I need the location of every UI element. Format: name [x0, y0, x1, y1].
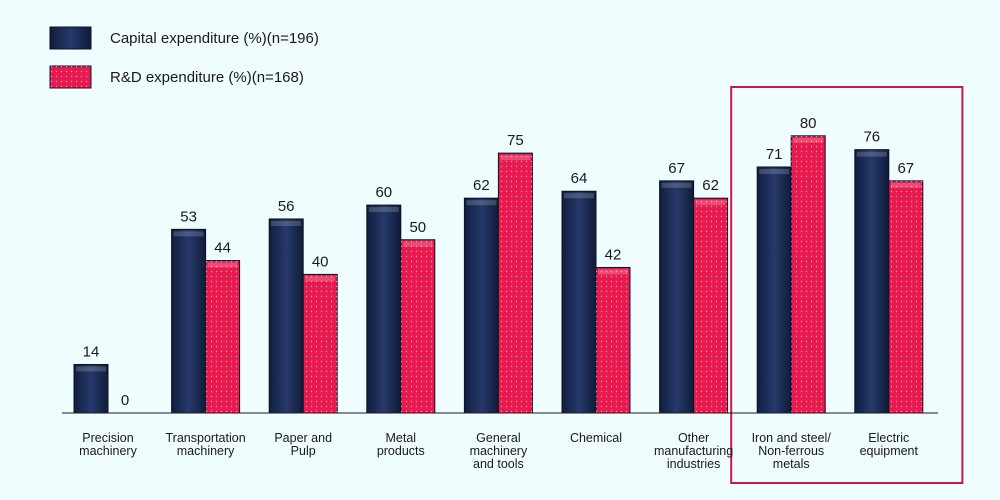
data-label-capex-3: 60	[375, 184, 392, 201]
bar-dots-7	[791, 135, 826, 414]
bar-capex-4	[463, 197, 499, 414]
bar-dots-5	[596, 267, 630, 413]
category-label-3: Metal products	[377, 431, 425, 458]
bar-bevel-0-5	[564, 193, 594, 199]
bar-dots-2	[303, 274, 338, 413]
data-label-rnd-1: 44	[214, 240, 231, 257]
legend-label-1: Capital expenditure (%)(n=196)	[110, 30, 319, 47]
bar-dots-3	[400, 239, 435, 413]
bar-dots-1	[205, 260, 240, 413]
bar-capex-2	[268, 218, 304, 414]
highlight-box	[730, 86, 964, 484]
bar-capex-5	[561, 190, 597, 414]
legend-label-2: R&D expenditure (%)(n=168)	[110, 69, 304, 86]
bar-capex-0	[73, 363, 109, 414]
category-label-2: Paper and Pulp	[274, 431, 332, 458]
bar-capex-6	[659, 180, 695, 414]
data-label-rnd-4: 75	[507, 132, 524, 149]
data-label-rnd-0: 0	[121, 392, 129, 409]
bar-bevel-0-1	[173, 231, 204, 237]
bar-bevel-0-4	[466, 200, 497, 206]
category-label-7: Iron and steel/Non-ferrous metals	[752, 431, 832, 471]
data-label-capex-4: 62	[473, 177, 490, 194]
data-label-rnd-3: 50	[409, 219, 426, 236]
data-label-rnd-7: 80	[800, 115, 817, 132]
category-label-5: Chemical	[570, 431, 622, 445]
bar-dots-8	[888, 180, 923, 413]
legend-swatch-dots	[50, 66, 91, 88]
bar-capex-3	[366, 204, 402, 414]
data-label-capex-7: 71	[766, 146, 783, 163]
labels-layer: 14 0 53 44 56 40 60 50 62 75 64 42 67 62 71 80 76 67	[83, 115, 914, 409]
bar-capex-1	[171, 228, 207, 414]
data-label-rnd-6: 62	[702, 177, 719, 194]
bar-bevel-0-3	[368, 207, 399, 213]
data-label-capex-0: 14	[83, 343, 100, 360]
bar-bevel-0-0	[76, 366, 106, 372]
data-label-rnd-5: 42	[605, 246, 622, 263]
bar-capex-8	[854, 149, 890, 414]
data-label-rnd-8: 67	[897, 160, 914, 177]
bar-capex-7	[756, 166, 792, 414]
bars-layer	[73, 135, 924, 414]
bar-dots-6	[693, 198, 728, 413]
data-label-capex-1: 53	[180, 208, 197, 225]
data-label-capex-2: 56	[278, 198, 295, 215]
bar-bevel-0-2	[271, 220, 302, 226]
bar-bevel-0-8	[856, 151, 887, 157]
bar-bevel-0-6	[661, 182, 692, 188]
bar-dots-4	[498, 153, 533, 413]
category-label-8: Electric equipment	[860, 431, 919, 458]
category-label-6: Other manufacturing industries	[654, 431, 733, 471]
highlight-layer	[730, 86, 964, 484]
category-labels: Precision machinery Transportation machiner…	[79, 431, 918, 471]
category-label-4: General machinery and tools	[470, 431, 528, 471]
bar-bevel-0-7	[759, 168, 790, 174]
category-label-0: Precision machinery	[79, 431, 137, 458]
data-label-rnd-2: 40	[312, 253, 329, 270]
legend: Capital expenditure (%)(n=196) R&D expend…	[49, 26, 319, 89]
data-label-capex-5: 64	[571, 170, 588, 187]
data-label-capex-6: 67	[668, 160, 685, 177]
data-label-capex-8: 76	[863, 129, 880, 146]
legend-swatch-1	[49, 26, 92, 50]
category-label-1: Transportation machinery	[166, 431, 246, 458]
